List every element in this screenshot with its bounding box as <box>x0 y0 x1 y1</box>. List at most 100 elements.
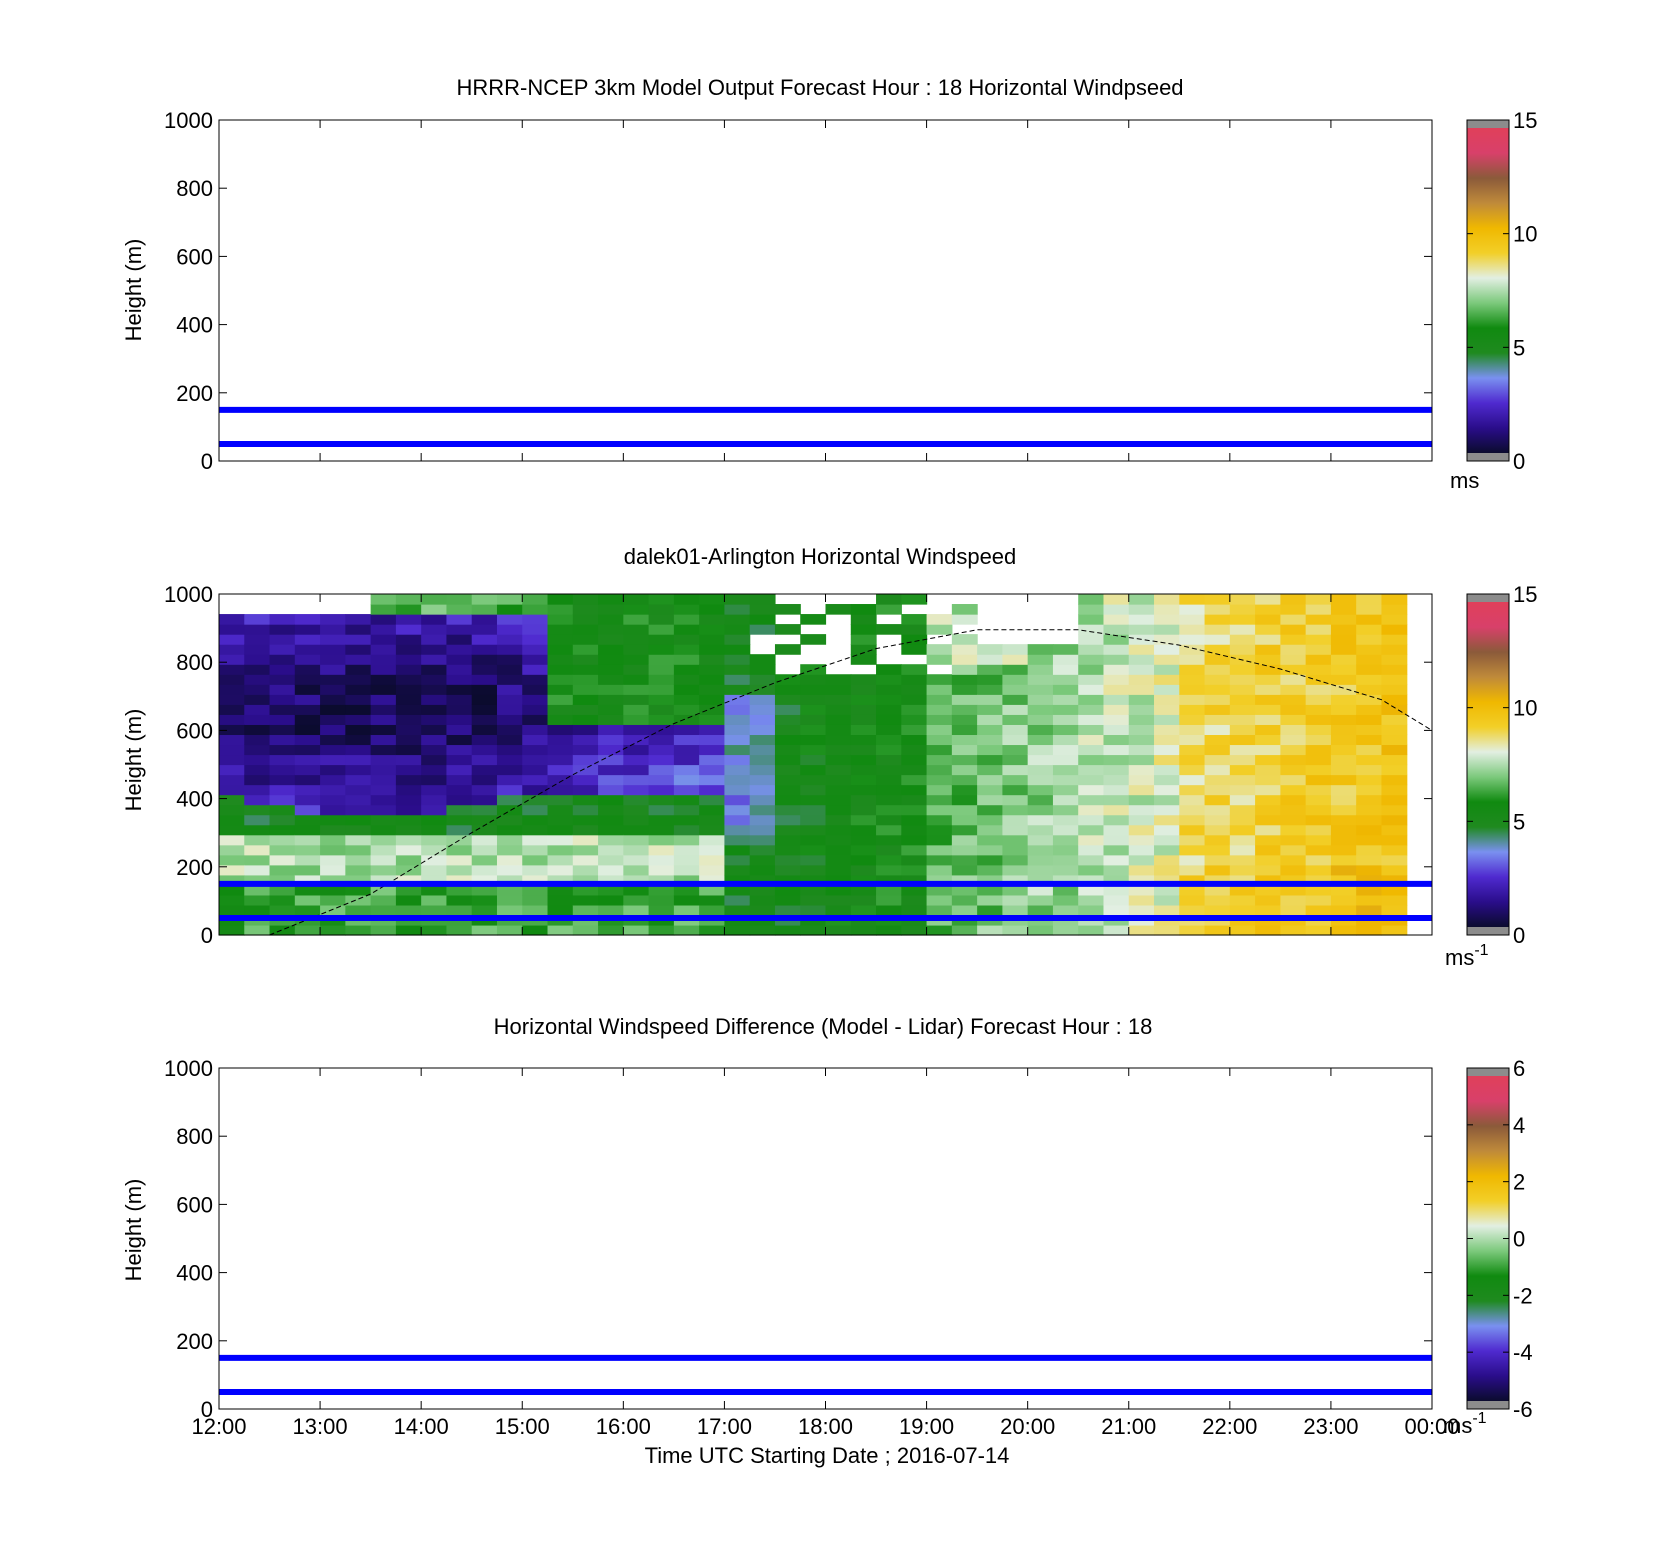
heatmap-cell <box>1179 814 1206 826</box>
heatmap-cell <box>724 604 751 615</box>
heatmap-cell <box>724 844 751 856</box>
heatmap-cell <box>901 754 928 766</box>
heatmap-cell <box>219 834 245 846</box>
heatmap-cell <box>901 924 928 936</box>
heatmap-cell <box>951 844 978 856</box>
heatmap-cell <box>1330 854 1357 866</box>
heatmap-cell <box>648 824 675 836</box>
heatmap-cell <box>774 734 801 746</box>
heatmap-cell <box>774 844 801 856</box>
heatmap-cell <box>572 684 599 695</box>
heatmap-cell <box>1255 824 1281 836</box>
x-tick-label: 14:00 <box>394 1414 449 1439</box>
heatmap-cell <box>421 744 448 756</box>
heatmap-cell <box>926 874 953 886</box>
heatmap-cell <box>1027 674 1054 685</box>
heatmap-cell <box>294 614 321 625</box>
heatmap-cell <box>1154 634 1180 645</box>
heatmap-cell <box>901 804 928 816</box>
heatmap-cell <box>370 724 397 736</box>
heatmap-cell <box>876 824 902 836</box>
heatmap-cell <box>800 634 827 645</box>
heatmap-cell <box>1052 744 1079 756</box>
heatmap-cell <box>421 874 448 886</box>
heatmap-cell <box>926 924 953 936</box>
heatmap-cell <box>345 624 372 635</box>
heatmap-cell <box>800 784 827 796</box>
heatmap-cell <box>825 784 852 796</box>
colorbar-underflow <box>1467 1401 1509 1409</box>
heatmap-cell <box>724 824 751 836</box>
heatmap-cell <box>496 594 523 605</box>
heatmap-cell <box>496 904 523 916</box>
heatmap-cell <box>1078 704 1105 715</box>
heatmap-cell <box>294 784 321 796</box>
heatmap-cell <box>951 824 978 836</box>
heatmap-cell <box>623 884 650 896</box>
heatmap-cell <box>1154 814 1180 826</box>
heatmap-cell <box>219 854 245 866</box>
heatmap-cell <box>1305 624 1332 635</box>
colorbar-underflow <box>1467 927 1509 935</box>
heatmap-cell <box>1027 854 1054 866</box>
heatmap-cell <box>1179 624 1206 635</box>
heatmap-cell <box>800 764 827 776</box>
heatmap-cell <box>1027 704 1054 715</box>
heatmap-cell <box>1078 904 1105 916</box>
heatmap-cell <box>294 774 321 786</box>
heatmap-cell <box>421 714 448 725</box>
heatmap-cell <box>522 874 549 886</box>
heatmap-cell <box>1330 604 1357 615</box>
heatmap-cell <box>1027 754 1054 766</box>
heatmap-cell <box>1103 594 1130 605</box>
colorbar-tick-label: 0 <box>1513 449 1525 474</box>
heatmap-cell <box>901 684 928 695</box>
heatmap-cell <box>699 844 726 856</box>
heatmap-cell <box>1330 774 1357 786</box>
heatmap-cell <box>699 674 726 685</box>
heatmap-cell <box>850 774 877 786</box>
heatmap-cell <box>1381 764 1408 776</box>
heatmap-cell <box>1330 834 1357 846</box>
heatmap-cell <box>345 704 372 715</box>
heatmap-cell <box>572 634 599 645</box>
heatmap-cell <box>1128 594 1155 605</box>
heatmap-cell <box>471 634 498 645</box>
heatmap-cell <box>951 694 978 705</box>
heatmap-cell <box>850 634 877 645</box>
heatmap-cell <box>724 744 751 756</box>
heatmap-cell <box>774 854 801 866</box>
heatmap-cell <box>774 754 801 766</box>
heatmap-cell <box>648 774 675 786</box>
heatmap-cell <box>623 894 650 906</box>
heatmap-cell <box>951 744 978 756</box>
heatmap-cell <box>1381 604 1408 615</box>
heatmap-cell <box>1103 854 1130 866</box>
heatmap-cell <box>749 674 776 685</box>
heatmap-cell <box>1052 734 1079 746</box>
heatmap-cell <box>244 754 271 766</box>
heatmap-cell <box>471 844 498 856</box>
heatmap-cell <box>269 794 296 806</box>
heatmap-cell <box>800 894 827 906</box>
heatmap-cell <box>522 904 549 916</box>
heatmap-cell <box>598 854 624 866</box>
heatmap-cell <box>1204 674 1231 685</box>
heatmap-cell <box>977 714 1003 725</box>
heatmap-cell <box>395 804 422 816</box>
heatmap-cell <box>269 664 296 675</box>
heatmap-cell <box>1078 694 1105 705</box>
heatmap-cell <box>370 664 397 675</box>
heatmap-cell <box>1381 704 1408 715</box>
heatmap-cell <box>876 814 902 826</box>
heatmap-cell <box>1128 664 1155 675</box>
heatmap-cell <box>673 834 700 846</box>
heatmap-cell <box>1179 904 1206 916</box>
heatmap-cell <box>1179 834 1206 846</box>
heatmap-cell <box>294 824 321 836</box>
heatmap-cell <box>1103 724 1130 736</box>
heatmap-cell <box>269 754 296 766</box>
heatmap-cell <box>850 844 877 856</box>
heatmap-cell <box>345 614 372 625</box>
heatmap-cell <box>471 924 498 936</box>
